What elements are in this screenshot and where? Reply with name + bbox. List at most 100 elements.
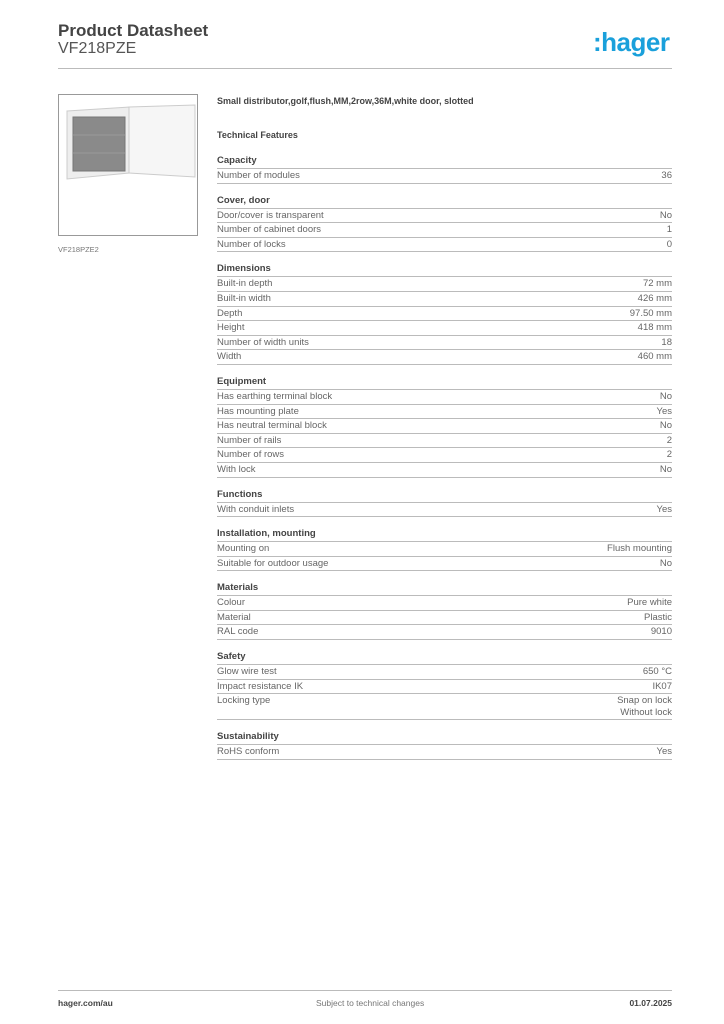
spec-label: With conduit inlets xyxy=(217,503,295,515)
spec-label: Locking type xyxy=(217,695,271,707)
spec-value: 72 mm xyxy=(642,278,672,290)
section-heading: Sustainability xyxy=(217,731,672,746)
spec-value: 36 xyxy=(661,170,672,181)
spec-value: Yes xyxy=(656,405,673,417)
spec-section: Installation, mounting Mounting on Flush m… xyxy=(217,528,672,572)
spec-value: Yes xyxy=(656,746,673,758)
spec-value: Yes xyxy=(656,503,673,515)
spec-value: No xyxy=(659,463,672,475)
section-heading: Materials xyxy=(217,582,672,597)
datasheet-content: Small distributor,golf,flush,MM,2row,36M… xyxy=(217,96,673,761)
footer-note: Subject to technical changes xyxy=(316,998,425,1008)
spec-row: Number of cabinet doors 1 xyxy=(217,223,672,238)
spec-label: Has mounting plate xyxy=(217,405,299,417)
distribution-board-picture xyxy=(66,104,196,180)
spec-row: Mounting on Flush mounting xyxy=(217,542,672,557)
spec-label: Glow wire test xyxy=(217,666,277,678)
spec-row: Number of modules 36 xyxy=(217,169,672,184)
spec-value: No xyxy=(659,420,672,432)
spec-label: Number of locks xyxy=(217,238,286,250)
hager-logo: :hager xyxy=(593,27,670,57)
spec-row: Has mounting plate Yes xyxy=(217,405,672,420)
section-heading: Capacity xyxy=(217,155,672,169)
spec-label: Material xyxy=(217,611,251,623)
section-heading: Cover, door xyxy=(217,195,672,209)
product-image xyxy=(58,94,198,236)
spec-section: Dimensions Built-in depth 72 mm Built-in wi… xyxy=(217,263,672,365)
spec-label: Door/cover is transparent xyxy=(217,209,324,221)
spec-row: Built-in width 426 mm xyxy=(217,292,672,307)
spec-row: Impact resistance IK IK07 xyxy=(217,680,672,695)
spec-label: Number of cabinet doors xyxy=(217,224,322,236)
footer-date: 01.07.2025 xyxy=(629,998,672,1008)
product-description: Small distributor,golf,flush,MM,2row,36M… xyxy=(217,96,474,106)
spec-value: No xyxy=(659,209,672,221)
spec-label: Mounting on xyxy=(217,543,270,555)
spec-row: RoHS conform Yes xyxy=(217,745,673,761)
spec-value: No xyxy=(659,557,672,569)
spec-row: Has earthing terminal block No xyxy=(217,390,672,405)
spec-label: Impact resistance IK xyxy=(217,680,304,692)
spec-label: Built-in width xyxy=(217,292,271,304)
spec-row: Colour Pure white xyxy=(217,596,672,611)
section-heading: Installation, mounting xyxy=(217,528,672,543)
spec-value: 1 xyxy=(666,224,672,236)
spec-label: Height xyxy=(217,322,245,334)
spec-row: With conduit inlets Yes xyxy=(217,503,672,518)
product-code: VF218PZE xyxy=(58,40,137,57)
spec-row: Depth 97.50 mm xyxy=(217,307,672,322)
spec-row: Door/cover is transparent No xyxy=(217,209,672,224)
spec-label: RAL code xyxy=(217,626,259,638)
section-heading: Safety xyxy=(217,651,672,666)
spec-label: Has earthing terminal block xyxy=(217,390,333,402)
spec-row: Material Plastic xyxy=(217,611,672,626)
spec-value: No xyxy=(659,390,672,402)
spec-row: Number of rails 2 xyxy=(217,434,672,449)
spec-value: 650 °C xyxy=(642,666,672,678)
spec-row: With lock No xyxy=(217,463,672,478)
spec-label: Number of modules xyxy=(217,170,300,181)
divider xyxy=(58,990,672,991)
spec-value: 0 xyxy=(666,238,672,250)
spec-section: Materials Colour Pure white Material Plastic… xyxy=(217,582,672,641)
spec-row: Suitable for outdoor usage No xyxy=(217,557,672,572)
spec-row: RAL code 9010 xyxy=(217,625,672,641)
spec-label: Built-in depth xyxy=(217,278,273,290)
spec-section: Safety Glow wire test 650 °C Impact resista… xyxy=(217,651,672,721)
spec-value: 426 mm xyxy=(637,292,672,304)
spec-row: Number of rows 2 xyxy=(217,448,672,463)
divider xyxy=(58,68,672,69)
spec-label: Number of rails xyxy=(217,434,282,446)
spec-value: IK07 xyxy=(652,680,672,692)
spec-label: RoHS conform xyxy=(217,746,280,758)
spec-value: Snap on lock Without lock xyxy=(617,695,672,718)
spec-section: Cover, door Door/cover is transparent No Nu… xyxy=(217,195,672,253)
spec-label: Width xyxy=(217,351,242,363)
spec-label: Has neutral terminal block xyxy=(217,420,327,432)
spec-section: Equipment Has earthing terminal block No Ha… xyxy=(217,376,672,478)
spec-row: Height 418 mm xyxy=(217,321,672,336)
image-caption: VF218PZE2 xyxy=(58,245,99,254)
spec-label: With lock xyxy=(217,463,256,475)
spec-value: 97.50 mm xyxy=(629,307,672,319)
spec-section: Capacity Number of modules 36 xyxy=(217,155,672,184)
spec-value: Plastic xyxy=(644,611,672,623)
spec-label: Depth xyxy=(217,307,243,319)
spec-value: 418 mm xyxy=(637,322,672,334)
website-link[interactable]: hager.com/au xyxy=(58,998,113,1008)
spec-row: Width 460 mm xyxy=(217,350,672,365)
spec-label: Suitable for outdoor usage xyxy=(217,557,329,569)
spec-label: Number of rows xyxy=(217,449,285,461)
spec-value: 18 xyxy=(661,336,672,348)
spec-row: Built-in depth 72 mm xyxy=(217,277,672,292)
spec-row: Number of width units 18 xyxy=(217,336,672,351)
spec-value: 2 xyxy=(666,434,672,446)
spec-row: Has neutral terminal block No xyxy=(217,419,672,434)
spec-value: 2 xyxy=(666,449,672,461)
spec-value: 460 mm xyxy=(637,351,672,363)
spec-row: Glow wire test 650 °C xyxy=(217,665,672,680)
spec-value: Flush mounting xyxy=(607,543,672,555)
page-title: Product Datasheet xyxy=(58,21,209,40)
spec-label: Number of width units xyxy=(217,336,309,348)
spec-section: Sustainability RoHS conform Yes xyxy=(217,731,673,761)
